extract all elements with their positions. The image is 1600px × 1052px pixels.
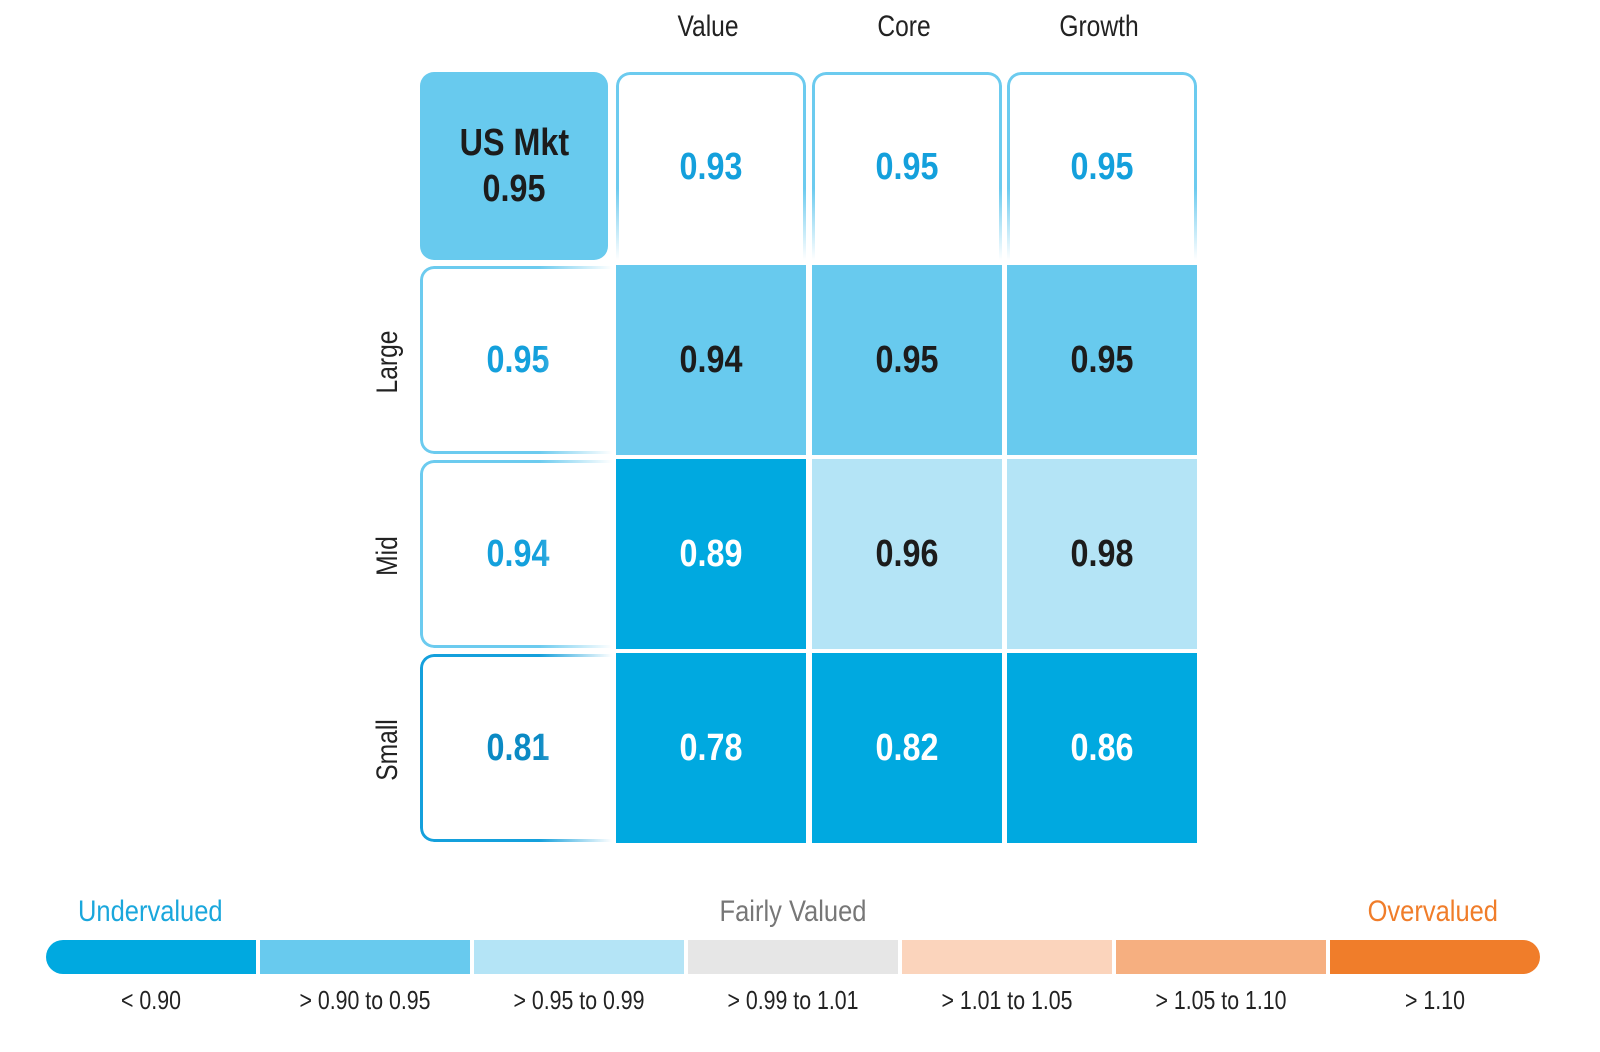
heatmap-value: 0.82: [875, 726, 939, 769]
heatmap-cell-large-growth: 0.95: [1007, 265, 1197, 455]
heatmap-value: 0.98: [1070, 532, 1134, 575]
legend-undervalued-label: Undervalued: [78, 895, 223, 928]
legend-segment-6: [1116, 940, 1326, 974]
row-total-small-text: 0.81: [486, 726, 549, 769]
legend-range-4: > 0.99 to 1.01: [727, 985, 859, 1015]
heatmap-value: 0.78: [679, 726, 743, 769]
column-total-growth-text: 0.95: [1070, 146, 1134, 188]
column-total-value-text: 0.93: [679, 146, 743, 188]
legend-range-7: > 1.10: [1405, 985, 1465, 1015]
row-header-small: Small: [371, 719, 404, 781]
legend-segment-2: [260, 940, 470, 974]
column-total-value: 0.93: [616, 72, 806, 260]
legend-segment-5: [902, 940, 1112, 974]
legend-segment-3: [474, 940, 684, 974]
heatmap-cell-large-core: 0.95: [812, 265, 1002, 455]
heatmap-value: 0.95: [1070, 338, 1134, 381]
row-total-mid-text: 0.94: [486, 532, 549, 575]
heatmap-cell-mid-growth: 0.98: [1007, 459, 1197, 649]
row-header-large: Large: [371, 330, 404, 394]
heatmap-value: 0.94: [679, 338, 743, 381]
heatmap-value: 0.95: [875, 338, 939, 381]
legend-fairly-valued-label: Fairly Valued: [719, 895, 867, 928]
row-total-mid: 0.94: [420, 460, 612, 648]
legend-range-5: > 1.01 to 1.05: [941, 985, 1073, 1015]
column-total-core: 0.95: [812, 72, 1002, 260]
legend-range-6: > 1.05 to 1.10: [1155, 985, 1287, 1015]
heatmap-value: 0.89: [679, 532, 743, 575]
row-total-large: 0.95: [420, 266, 612, 454]
heatmap-cell-small-growth: 0.86: [1007, 653, 1197, 843]
legend-segment-7: [1330, 940, 1540, 974]
legend-overvalued-label: Overvalued: [1367, 895, 1498, 928]
row-header-mid: Mid: [371, 536, 404, 576]
heatmap-cell-mid-core: 0.96: [812, 459, 1002, 649]
legend-range-3: > 0.95 to 0.99: [513, 985, 645, 1015]
heatmap-value: 0.96: [875, 532, 939, 575]
column-total-core-text: 0.95: [875, 146, 939, 188]
heatmap-cell-large-value: 0.94: [616, 265, 806, 455]
legend-range-1: < 0.90: [121, 985, 181, 1015]
legend-segment-1: [46, 940, 256, 974]
column-header-value: Value: [677, 10, 739, 43]
us-market-cell: US Mkt 0.95: [420, 72, 608, 260]
column-total-growth: 0.95: [1007, 72, 1197, 260]
heatmap-cell-small-value: 0.78: [616, 653, 806, 843]
heatmap-cell-mid-value: 0.89: [616, 459, 806, 649]
column-header-core: Core: [877, 10, 931, 43]
legend-segment-4: [688, 940, 898, 974]
us-market-label: US Mkt: [459, 122, 569, 164]
column-header-growth: Growth: [1059, 10, 1139, 43]
legend-range-2: > 0.90 to 0.95: [299, 985, 431, 1015]
heatmap-cell-small-core: 0.82: [812, 653, 1002, 843]
us-market-value: 0.95: [482, 168, 546, 210]
heatmap-value: 0.86: [1070, 726, 1134, 769]
row-total-large-text: 0.95: [486, 338, 549, 381]
row-total-small: 0.81: [420, 654, 612, 842]
